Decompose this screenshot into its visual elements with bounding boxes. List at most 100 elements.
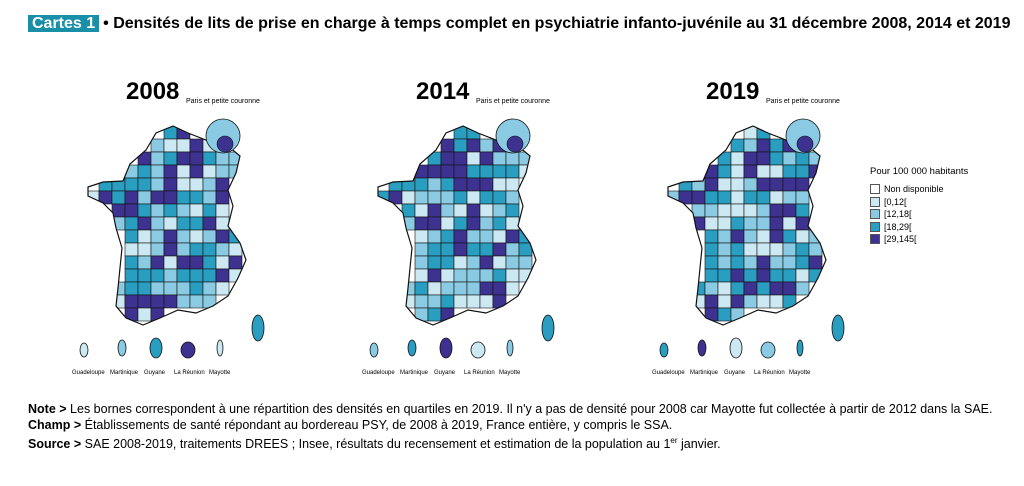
department-area — [743, 242, 758, 257]
department-area — [414, 255, 429, 270]
department-area — [505, 216, 520, 231]
figure-notes: Note > Les bornes correspondent à une ré… — [28, 402, 1018, 453]
department-area — [189, 294, 204, 309]
department-area — [717, 242, 732, 257]
department-area — [215, 242, 230, 257]
department-area — [150, 151, 165, 166]
department-area — [756, 281, 771, 296]
department-area — [202, 177, 217, 192]
department-area — [479, 255, 494, 270]
department-area — [163, 255, 178, 270]
department-area — [163, 294, 178, 309]
department-area — [782, 190, 797, 205]
department-area — [782, 203, 797, 218]
department-area — [453, 281, 468, 296]
department-area — [795, 216, 810, 231]
department-area — [150, 294, 165, 309]
department-area — [782, 229, 797, 244]
legend-swatch — [870, 209, 880, 220]
department-area — [479, 281, 494, 296]
department-area — [795, 190, 810, 205]
department-area — [124, 268, 139, 283]
department-area — [228, 151, 243, 166]
department-area — [440, 268, 455, 283]
department-area — [176, 151, 191, 166]
department-area — [782, 281, 797, 296]
department-area — [479, 216, 494, 231]
department-area — [704, 203, 719, 218]
department-area — [808, 151, 823, 166]
france-outline — [377, 125, 537, 326]
choropleth-map-2019 — [659, 118, 845, 359]
department-area — [730, 229, 745, 244]
department-area — [189, 151, 204, 166]
map-panel-2014: 2014 Paris et petite couronne Guadeloupe… — [318, 78, 618, 388]
department-area — [704, 190, 719, 205]
department-area — [189, 255, 204, 270]
department-area — [466, 138, 481, 153]
department-area — [440, 164, 455, 179]
departments-group — [88, 126, 243, 322]
department-area — [769, 151, 784, 166]
department-area — [730, 294, 745, 309]
department-area — [479, 190, 494, 205]
departments-group — [378, 126, 533, 322]
department-area — [743, 203, 758, 218]
department-area — [202, 294, 217, 309]
department-area — [440, 255, 455, 270]
figure-title: Cartes 1 • Densités de lits de prise en c… — [28, 14, 1018, 34]
dom-label-guyane: Guyane — [434, 370, 456, 376]
legend-title: Pour 100 000 habitants — [870, 166, 969, 177]
department-area — [505, 229, 520, 244]
department-area — [743, 229, 758, 244]
department-area — [795, 281, 810, 296]
map-legend: Pour 100 000 habitants Non disponible [0… — [870, 166, 968, 246]
dom-label-mayotte: Mayotte — [499, 370, 521, 376]
department-area — [479, 138, 494, 153]
department-area — [163, 268, 178, 283]
department-area — [808, 255, 823, 270]
department-area — [730, 190, 745, 205]
department-area — [466, 242, 481, 257]
dom-label-mayotte: Mayotte — [209, 370, 231, 376]
department-area — [492, 229, 507, 244]
department-area — [492, 151, 507, 166]
overseas-territory-area — [729, 337, 743, 359]
department-area — [401, 294, 416, 309]
department-area — [505, 164, 520, 179]
department-area — [427, 177, 442, 192]
dom-label-guadeloupe: Guadeloupe — [72, 370, 105, 376]
department-area — [124, 190, 139, 205]
department-area — [704, 216, 719, 231]
champ-line: Champ > Établissements de santé répondan… — [28, 417, 673, 432]
department-area — [163, 151, 178, 166]
department-area — [427, 164, 442, 179]
department-area — [124, 307, 139, 322]
department-area — [427, 216, 442, 231]
department-area — [717, 281, 732, 296]
department-area — [717, 151, 732, 166]
department-area — [124, 229, 139, 244]
department-area — [202, 216, 217, 231]
department-area — [163, 164, 178, 179]
department-area — [756, 164, 771, 179]
department-area — [163, 138, 178, 153]
department-area — [163, 126, 178, 140]
source-line: Source > SAE 2008-2019, traitements DREE… — [28, 436, 721, 452]
department-area — [717, 177, 732, 192]
department-area — [427, 268, 442, 283]
department-area — [466, 190, 481, 205]
dom-label-reunion: La Réunion — [174, 370, 205, 376]
department-area — [137, 268, 152, 283]
department-area — [215, 281, 230, 296]
department-area — [769, 268, 784, 283]
department-area — [704, 268, 719, 283]
france-outline — [87, 125, 247, 326]
department-area — [427, 190, 442, 205]
department-area — [743, 216, 758, 231]
department-area — [782, 151, 797, 166]
departments-group — [668, 126, 823, 322]
legend-swatch — [870, 221, 880, 232]
department-area — [730, 255, 745, 270]
department-area — [769, 190, 784, 205]
